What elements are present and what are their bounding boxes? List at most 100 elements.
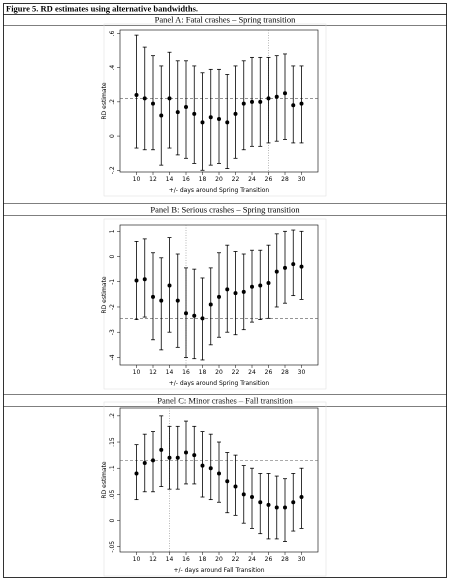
y-tick-label: 0 <box>109 518 116 522</box>
error-bar <box>217 68 221 164</box>
point <box>159 113 164 118</box>
panel-title: Panel A: Fatal crashes – Spring transiti… <box>155 15 296 25</box>
x-tick-label: 24 <box>248 176 256 183</box>
x-tick-label: 28 <box>281 369 289 376</box>
x-tick-label: 10 <box>133 176 141 183</box>
point <box>200 316 205 321</box>
x-tick-label: 12 <box>149 556 157 563</box>
x-tick-label: 10 <box>133 556 141 563</box>
error-bar <box>184 60 188 159</box>
x-tick-label: 20 <box>215 556 223 563</box>
point <box>142 96 147 101</box>
y-tick-label: .6 <box>109 30 116 36</box>
point <box>241 101 246 106</box>
x-axis-label: +/- days around Spring Transition <box>169 380 270 387</box>
figure-title: Figure 5. RD estimates using alternative… <box>6 4 198 14</box>
y-tick-label: .15 <box>109 437 116 447</box>
error-bar <box>283 53 287 140</box>
point <box>291 262 296 267</box>
point <box>283 91 287 96</box>
point <box>151 101 155 106</box>
point <box>283 265 287 270</box>
x-tick-label: 22 <box>232 176 240 183</box>
point <box>200 463 205 468</box>
point <box>159 447 164 452</box>
x-tick-label: 18 <box>199 176 207 183</box>
panel-title: Panel C: Minor crashes – Fall transition <box>157 396 293 406</box>
point <box>250 495 254 500</box>
point <box>233 111 238 116</box>
x-tick-label: 12 <box>149 369 157 376</box>
x-tick-label: 14 <box>166 556 174 563</box>
error-bar <box>159 257 164 351</box>
point <box>274 94 279 99</box>
x-axis-label: +/- days around Spring Transition <box>169 187 270 194</box>
point <box>225 479 230 484</box>
point <box>208 302 213 307</box>
error-bar <box>134 34 139 149</box>
y-axis-label: RD estimate <box>101 82 108 119</box>
x-tick-label: 18 <box>199 369 207 376</box>
x-tick-label: 24 <box>248 369 256 376</box>
x-tick-label: 16 <box>182 369 190 376</box>
y-tick-label: .1 <box>109 465 116 471</box>
x-tick-label: 28 <box>281 556 289 563</box>
y-axis-label: RD estimate <box>101 276 108 313</box>
point <box>192 453 197 458</box>
point <box>151 294 155 299</box>
y-tick-label: .4 <box>109 65 116 71</box>
point <box>184 450 188 455</box>
point <box>233 484 238 489</box>
point <box>208 466 213 471</box>
point <box>217 116 221 121</box>
point <box>274 505 279 510</box>
x-tick-label: 22 <box>232 556 240 563</box>
x-tick-label: 22 <box>232 369 240 376</box>
point <box>266 502 271 507</box>
point <box>291 500 296 505</box>
point <box>192 313 197 318</box>
y-tick-label: -.05 <box>109 541 116 553</box>
point <box>134 278 139 283</box>
point <box>250 99 254 104</box>
point <box>258 500 263 505</box>
point <box>167 96 172 101</box>
point <box>134 93 139 98</box>
x-tick-label: 28 <box>281 176 289 183</box>
x-tick-label: 16 <box>182 176 190 183</box>
point <box>241 492 246 497</box>
point <box>142 460 147 465</box>
point <box>142 277 147 282</box>
y-tick-label: -3 <box>109 329 116 335</box>
x-tick-label: 26 <box>265 556 273 563</box>
outer-region <box>103 401 327 577</box>
point <box>258 99 263 104</box>
point <box>299 101 304 106</box>
point <box>175 298 180 303</box>
point <box>208 115 213 120</box>
point <box>250 284 254 289</box>
point <box>184 104 188 109</box>
y-tick-label: -2 <box>109 304 116 310</box>
point <box>225 287 230 292</box>
y-tick-label: 1 <box>109 229 116 233</box>
x-tick-label: 30 <box>298 369 306 376</box>
point <box>175 455 180 460</box>
x-tick-label: 30 <box>298 176 306 183</box>
point <box>217 294 221 299</box>
point <box>241 289 246 294</box>
panel-title: Panel B: Serious crashes – Spring transi… <box>150 205 300 215</box>
y-tick-label: .05 <box>109 489 116 499</box>
point <box>225 120 230 125</box>
figure-border <box>3 3 447 578</box>
point <box>299 264 304 269</box>
point <box>299 495 304 500</box>
y-tick-label: -.2 <box>109 166 116 174</box>
point <box>159 298 164 303</box>
x-tick-label: 16 <box>182 556 190 563</box>
x-tick-label: 18 <box>199 556 207 563</box>
x-tick-label: 24 <box>248 556 256 563</box>
y-tick-label: 0 <box>109 134 116 138</box>
point <box>266 281 271 286</box>
